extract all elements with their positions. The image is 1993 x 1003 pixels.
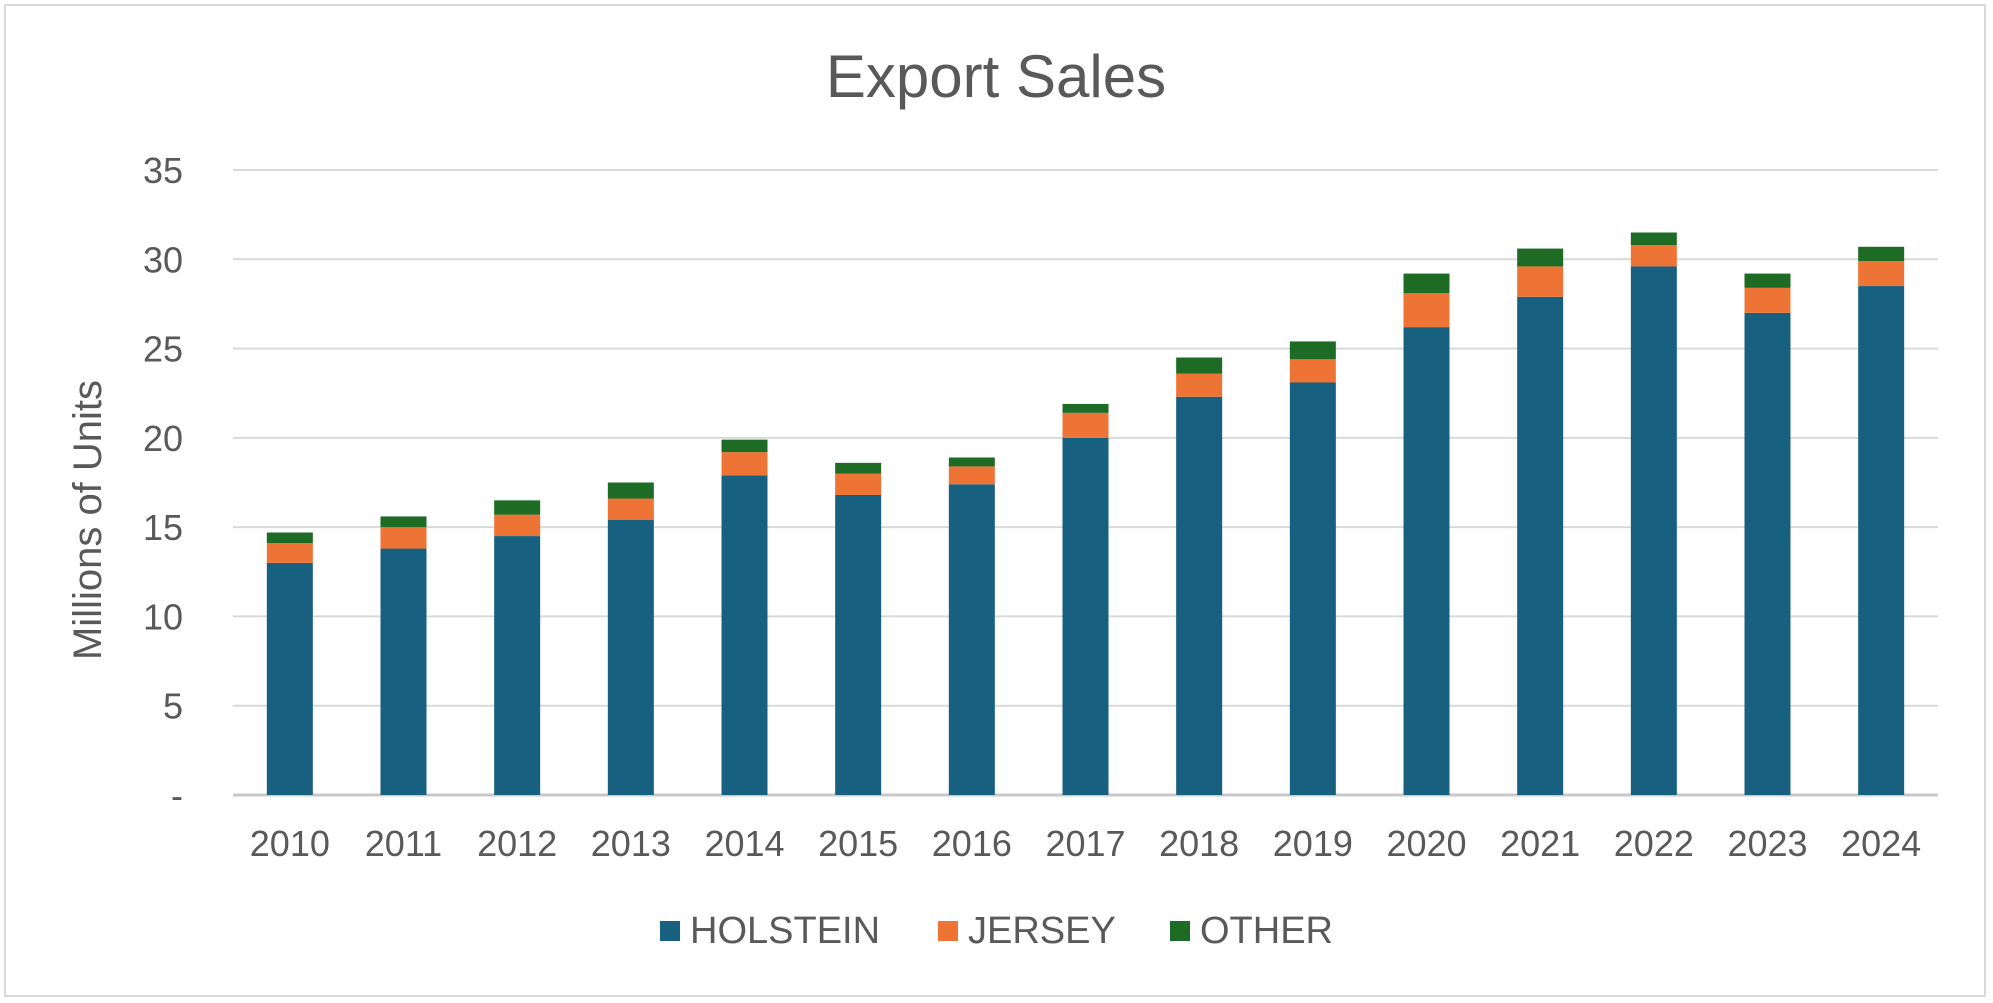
bar-segment-other (1858, 246, 1905, 262)
bar-segment-holstein (607, 520, 654, 795)
bar-segment-other (948, 457, 995, 467)
y-tick-label: 15 (143, 507, 183, 548)
x-tick-label: 2011 (365, 823, 442, 864)
legend-swatch-jersey (938, 921, 958, 941)
bar-segment-jersey (1403, 293, 1450, 328)
legend-swatch-holstein (660, 921, 680, 941)
x-tick-label: 2015 (818, 823, 898, 864)
x-tick-label: 2019 (1273, 823, 1353, 864)
bar-segment-holstein (266, 562, 313, 795)
x-tick-label: 2022 (1614, 823, 1694, 864)
x-tick-label: 2023 (1727, 823, 1807, 864)
bar-segment-holstein (721, 475, 768, 795)
bar-segment-jersey (1630, 245, 1677, 267)
legend-label-jersey: JERSEY (968, 910, 1116, 952)
bar-segment-holstein (835, 495, 882, 795)
x-tick-label: 2024 (1841, 823, 1921, 864)
bar-segment-jersey (1517, 266, 1564, 297)
legend-swatch-other (1170, 921, 1190, 941)
bar-segment-holstein (1630, 266, 1677, 795)
bar-segment-other (835, 462, 882, 474)
bar-segment-other (1289, 341, 1336, 360)
y-axis-label: Millions of Units (66, 380, 110, 660)
bar-segment-other (1403, 273, 1450, 294)
bar-segment-other (1517, 248, 1564, 267)
x-tick-label: 2016 (932, 823, 1012, 864)
bar-segment-holstein (1176, 396, 1223, 795)
bar-segment-holstein (380, 548, 427, 795)
chart-title: Export Sales (826, 43, 1166, 110)
bar-segment-jersey (494, 514, 541, 537)
bar-segment-jersey (607, 498, 654, 520)
bar-segment-other (1630, 232, 1677, 245)
x-tick-label: 2010 (250, 823, 330, 864)
bar-segment-holstein (1289, 382, 1336, 795)
y-tick-label: 30 (143, 239, 183, 280)
y-tick-label: 25 (143, 329, 183, 370)
bar-segment-other (721, 439, 768, 453)
x-tick-label: 2017 (1045, 823, 1125, 864)
y-tick-label: 10 (143, 596, 183, 637)
bar-segment-holstein (1517, 296, 1564, 795)
y-tick-label: 35 (143, 150, 183, 191)
bar-segment-other (494, 500, 541, 515)
x-tick-label: 2021 (1500, 823, 1580, 864)
bar-segment-jersey (380, 527, 427, 549)
bar-segment-holstein (1858, 286, 1905, 795)
y-tick-label: 20 (143, 418, 183, 459)
legend-label-other: OTHER (1200, 910, 1333, 952)
x-tick-label: 2012 (477, 823, 557, 864)
y-tick-label: - (171, 775, 183, 816)
bar-segment-other (1744, 273, 1791, 288)
bar-segment-jersey (721, 452, 768, 476)
bar-segment-holstein (494, 536, 541, 795)
bar-segment-holstein (1403, 327, 1450, 795)
bar-segment-jersey (1176, 373, 1223, 397)
y-tick-labels: - 5 10 15 20 25 30 35 (143, 150, 183, 816)
legend: HOLSTEIN JERSEY OTHER (660, 910, 1333, 952)
x-tick-labels: 2010 2011 2012 2013 2014 2015 2016 2017 2018 2019… (250, 823, 1921, 864)
bar-segment-jersey (266, 543, 313, 563)
x-tick-label: 2013 (591, 823, 671, 864)
x-tick-label: 2020 (1386, 823, 1466, 864)
bar-segment-jersey (948, 466, 995, 485)
bar-segment-jersey (1858, 261, 1905, 287)
y-tick-label: 5 (163, 686, 183, 727)
bar-segment-jersey (1289, 359, 1336, 383)
bar-segment-other (607, 482, 654, 499)
x-tick-label: 2014 (704, 823, 784, 864)
bar-segment-holstein (1062, 437, 1109, 795)
bar-segment-other (266, 532, 313, 544)
bar-segment-jersey (1744, 287, 1791, 313)
bar-segment-holstein (1744, 312, 1791, 795)
bar-segment-jersey (1062, 412, 1109, 438)
bar-segment-other (1062, 403, 1109, 413)
bar-segment-jersey (835, 473, 882, 495)
bar-segment-holstein (948, 484, 995, 795)
bar-segment-other (380, 516, 427, 528)
legend-label-holstein: HOLSTEIN (690, 910, 880, 952)
x-tick-label: 2018 (1159, 823, 1239, 864)
bars (266, 232, 1905, 795)
bar-segment-other (1176, 357, 1223, 374)
